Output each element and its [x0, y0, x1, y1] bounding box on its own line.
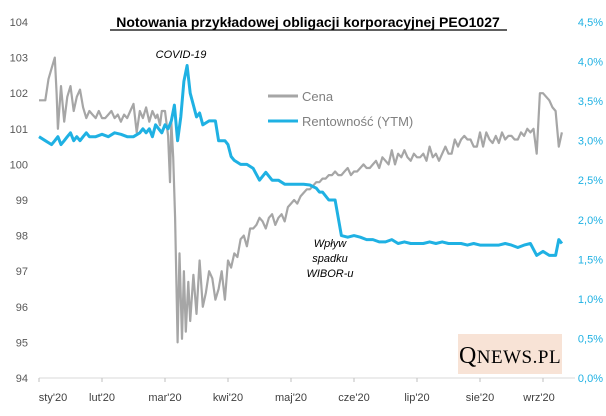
x-tick-label: maj'20	[275, 392, 307, 404]
x-tick-label: kwi'20	[213, 392, 243, 404]
right-tick-label: 1,0%	[578, 294, 603, 306]
x-tick-label: mar'20	[148, 392, 181, 404]
right-axis: 0,0% 0,5% 1,0% 1,5% 2,0% 2,5% 3,0% 3,5% 4,0% 4,5%	[578, 17, 603, 385]
x-tick-label: lut'20	[89, 392, 115, 404]
left-tick-label: 94	[16, 373, 28, 385]
left-tick-label: 99	[16, 195, 28, 207]
chart-title: Notowania przykładowej obligacji korpora…	[116, 14, 500, 30]
x-tick-label: lip'20	[404, 392, 429, 404]
annotation-wibor-line3: WIBOR-u	[306, 268, 353, 280]
legend-label-cena: Cena	[302, 89, 334, 104]
left-tick-label: 103	[10, 53, 28, 65]
left-tick-label: 96	[16, 302, 28, 314]
left-tick-label: 98	[16, 231, 28, 243]
right-tick-label: 0,5%	[578, 333, 603, 345]
left-tick-label: 102	[10, 88, 28, 100]
qnews-logo: QNEWS.PL	[458, 334, 562, 374]
left-tick-label: 95	[16, 337, 28, 349]
right-tick-label: 4,0%	[578, 57, 603, 69]
x-tick-label: sty'20	[39, 392, 67, 404]
right-tick-label: 2,0%	[578, 215, 603, 227]
x-tick-label: wrz'20	[522, 392, 554, 404]
x-tick-label: sie'20	[466, 392, 494, 404]
series-line-rentownosc	[38, 64, 564, 257]
left-tick-label: 101	[10, 124, 28, 136]
annotation-wibor-line1: Wpływ	[314, 238, 347, 250]
legend-label-rentownosc: Rentowność (YTM)	[302, 114, 413, 129]
qnews-logo-text: QNEWS.PL	[458, 343, 562, 369]
right-tick-label: 3,0%	[578, 136, 603, 148]
right-tick-label: 3,5%	[578, 96, 603, 108]
left-tick-label: 97	[16, 266, 28, 278]
x-tick-label: cze'20	[338, 392, 369, 404]
right-tick-label: 0,0%	[578, 373, 603, 385]
right-tick-label: 2,5%	[578, 175, 603, 187]
left-axis: 94 95 96 97 98 99 100 101 102 103 104	[10, 17, 28, 385]
legend: Cena Rentowność (YTM)	[268, 89, 413, 129]
annotation-wibor-line2: spadku	[312, 253, 347, 265]
left-tick-label: 104	[10, 17, 28, 29]
annotation-covid: COVID-19	[156, 49, 207, 61]
x-axis: sty'20 lut'20 mar'20 kwi'20 maj'20 cze'20 lip'…	[38, 378, 555, 404]
right-tick-label: 1,5%	[578, 254, 603, 266]
series-line-cena	[39, 56, 563, 344]
left-tick-label: 100	[10, 159, 28, 171]
right-tick-label: 4,5%	[578, 17, 603, 29]
